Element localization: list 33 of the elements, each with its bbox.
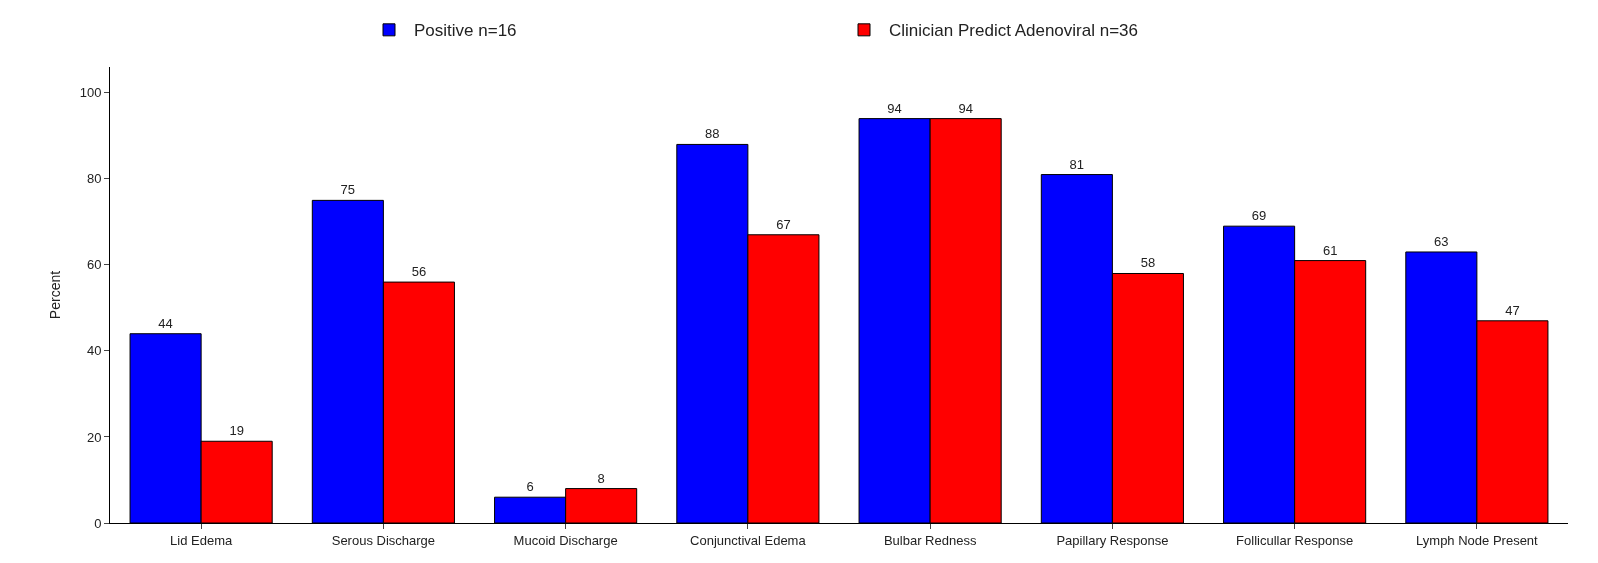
y-tick-label: 100: [79, 85, 102, 101]
data-label: 8: [597, 470, 605, 486]
data-label: 19: [229, 423, 244, 439]
data-label: 56: [411, 264, 427, 280]
x-tick-label: Follicullar Response: [1236, 532, 1354, 548]
y-tick-label: 40: [86, 343, 102, 359]
data-label: 75: [340, 182, 356, 198]
data-label: 61: [1322, 242, 1338, 258]
x-tick-label: Serous Discharge: [331, 532, 436, 548]
y-tick-label: 80: [86, 171, 102, 187]
y-tick-label: 0: [94, 515, 102, 531]
y-axis-title: Percent: [47, 270, 64, 320]
legend-label: Positive n=16: [414, 21, 517, 41]
x-tick-label: Mucoid Discharge: [513, 532, 618, 548]
data-label: 88: [705, 126, 720, 142]
x-tick-label: Lymph Node Present: [1416, 532, 1539, 548]
y-tick-label: 60: [86, 257, 102, 273]
legend-label: Clinician Predict Adenoviral n=36: [889, 21, 1139, 41]
data-label: 67: [776, 216, 791, 232]
data-label: 58: [1140, 255, 1156, 271]
x-tick-label: Bulbar Redness: [883, 532, 977, 548]
y-tick-label: 20: [86, 429, 102, 445]
data-label: 6: [526, 479, 534, 495]
data-label: 94: [887, 100, 902, 116]
x-tick-label: Papillary Response: [1056, 532, 1169, 548]
data-label: 69: [1251, 208, 1267, 224]
data-label: 63: [1434, 233, 1449, 249]
data-label: 47: [1505, 302, 1520, 318]
x-tick-label: Lid Edema: [170, 532, 233, 548]
data-label: 81: [1069, 156, 1085, 172]
x-tick-label: Conjunctival Edema: [690, 532, 807, 548]
data-label: 94: [958, 100, 973, 116]
data-label: 44: [158, 315, 173, 331]
